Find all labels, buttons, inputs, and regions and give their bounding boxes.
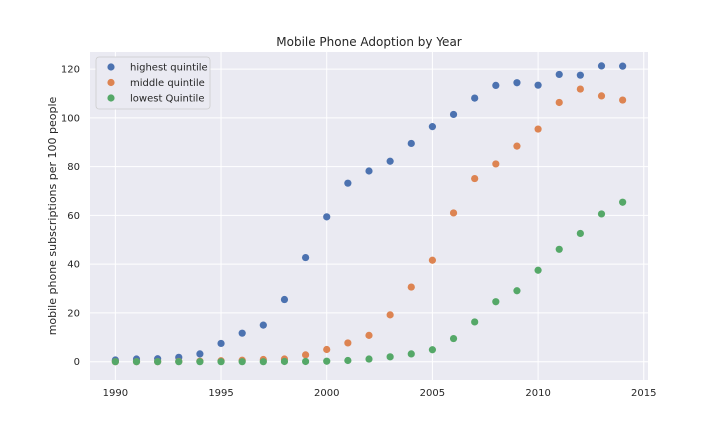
data-point [492, 81, 500, 90]
data-point [513, 79, 521, 87]
legend-entry: highest quintile [130, 63, 208, 74]
y-axis-label: mobile phone subscriptions per 100 peopl… [46, 96, 59, 335]
data-point [597, 210, 606, 218]
data-point [471, 318, 479, 326]
x-tick-label: 2005 [420, 388, 445, 399]
data-point [513, 287, 521, 295]
legend-marker [107, 94, 115, 102]
data-point [365, 167, 373, 175]
data-point [449, 110, 458, 119]
legend-entry: middle quintile [130, 78, 205, 89]
x-tick-label: 2000 [314, 388, 339, 399]
x-tick-label: 1990 [103, 388, 128, 399]
data-point [492, 160, 500, 168]
data-point [534, 266, 542, 274]
legend: highest quintile middle quintile lowest Qu… [95, 56, 211, 110]
legend-marker [107, 63, 115, 71]
data-point [449, 209, 458, 217]
data-point [597, 62, 606, 70]
legend-marker [107, 78, 115, 87]
y-tick-label: 80 [67, 162, 80, 173]
data-point [365, 331, 373, 339]
data-point [386, 353, 394, 361]
data-point [555, 98, 563, 107]
data-point [597, 92, 606, 100]
legend-box [95, 56, 211, 110]
data-point [323, 345, 331, 354]
x-tick-label: 2010 [525, 388, 550, 399]
x-axis-ticks: 1990 1995 2000 2005 2010 2015 [103, 388, 657, 399]
data-point [280, 295, 289, 304]
data-point [576, 229, 584, 238]
data-point [238, 329, 246, 337]
data-point [428, 346, 437, 354]
data-point [238, 358, 246, 366]
data-point [428, 123, 437, 131]
data-point [576, 71, 584, 79]
data-point [217, 358, 225, 366]
data-point [576, 85, 584, 93]
data-point [111, 358, 119, 366]
data-point [154, 358, 162, 366]
y-tick-label: 20 [67, 308, 80, 319]
data-point [407, 139, 415, 148]
data-point [386, 311, 394, 319]
data-point [619, 96, 627, 104]
data-point [301, 253, 310, 262]
data-point [196, 350, 204, 358]
data-point [196, 358, 204, 366]
data-point [386, 157, 394, 165]
data-point [344, 179, 352, 187]
y-tick-label: 100 [61, 113, 80, 124]
data-point [344, 339, 352, 347]
data-point [301, 351, 310, 359]
legend-entry: lowest Quintile [130, 94, 205, 105]
x-tick-label: 1995 [208, 388, 233, 399]
data-point [471, 94, 479, 102]
data-point [449, 334, 458, 343]
data-point [513, 142, 521, 150]
data-point [301, 357, 310, 366]
data-points [111, 62, 627, 366]
data-point [407, 283, 415, 291]
data-point [259, 358, 267, 366]
data-point [407, 350, 415, 358]
data-point [259, 321, 267, 329]
data-point [534, 81, 542, 89]
data-point [323, 213, 331, 221]
data-point [344, 356, 352, 365]
data-point [323, 357, 331, 365]
data-point [428, 256, 437, 264]
data-point [555, 70, 563, 79]
data-point [132, 358, 141, 366]
x-tick-label: 2015 [631, 388, 656, 399]
y-tick-label: 60 [67, 211, 80, 222]
data-point [280, 357, 289, 366]
data-point [217, 339, 225, 348]
y-tick-label: 120 [61, 65, 80, 76]
data-point [492, 298, 500, 306]
data-point [534, 125, 542, 133]
data-point [175, 358, 183, 366]
series-2 [111, 198, 627, 366]
data-point [619, 198, 627, 206]
data-point [619, 62, 627, 70]
data-point [365, 355, 373, 363]
data-point [555, 245, 563, 253]
chart-title: Mobile Phone Adoption by Year [276, 35, 462, 49]
y-tick-label: 0 [74, 357, 80, 368]
y-axis-ticks: 0 20 40 60 80 100 120 [61, 65, 80, 369]
data-point [471, 174, 479, 183]
y-tick-label: 40 [67, 260, 80, 271]
